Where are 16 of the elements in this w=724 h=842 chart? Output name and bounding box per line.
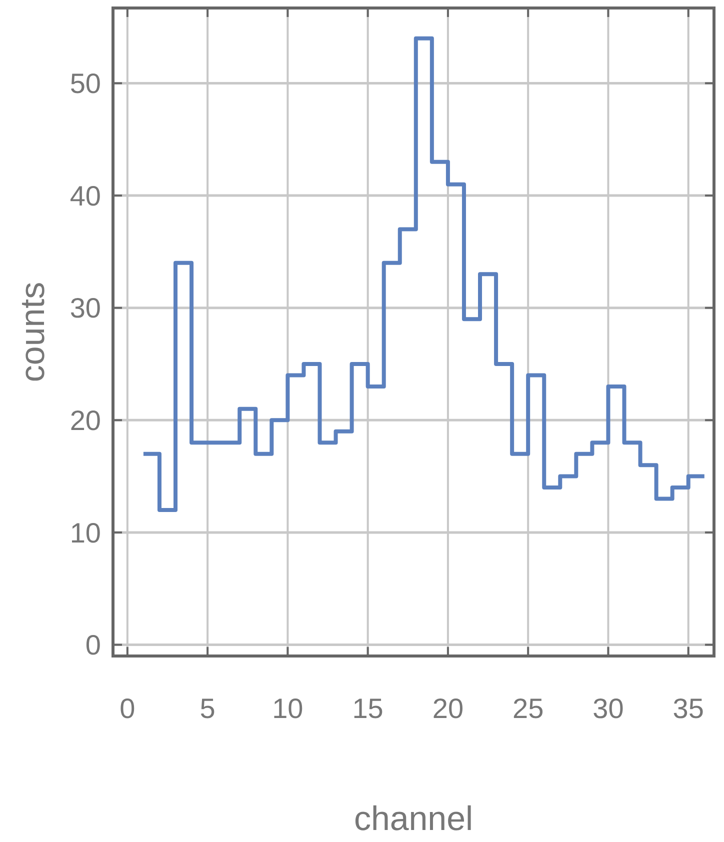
x-tick-label: 25: [512, 693, 544, 724]
y-tick-label: 0: [85, 630, 101, 661]
x-tick-label: 20: [432, 693, 464, 724]
x-tick-label: 30: [592, 693, 624, 724]
y-tick-label: 10: [70, 517, 101, 548]
y-axis-title: counts: [14, 282, 52, 382]
x-tick-label: 10: [272, 693, 304, 724]
y-tick-label: 30: [70, 292, 101, 324]
y-tick-label: 40: [70, 180, 101, 212]
x-tick-label: 0: [120, 693, 136, 724]
x-tick-label: 15: [352, 693, 384, 724]
y-tick-label: 20: [70, 404, 101, 436]
x-tick-label: 5: [200, 693, 216, 724]
y-tick-label: 50: [70, 68, 101, 100]
x-axis-title: channel: [354, 800, 474, 838]
x-tick-label: 35: [672, 693, 704, 724]
